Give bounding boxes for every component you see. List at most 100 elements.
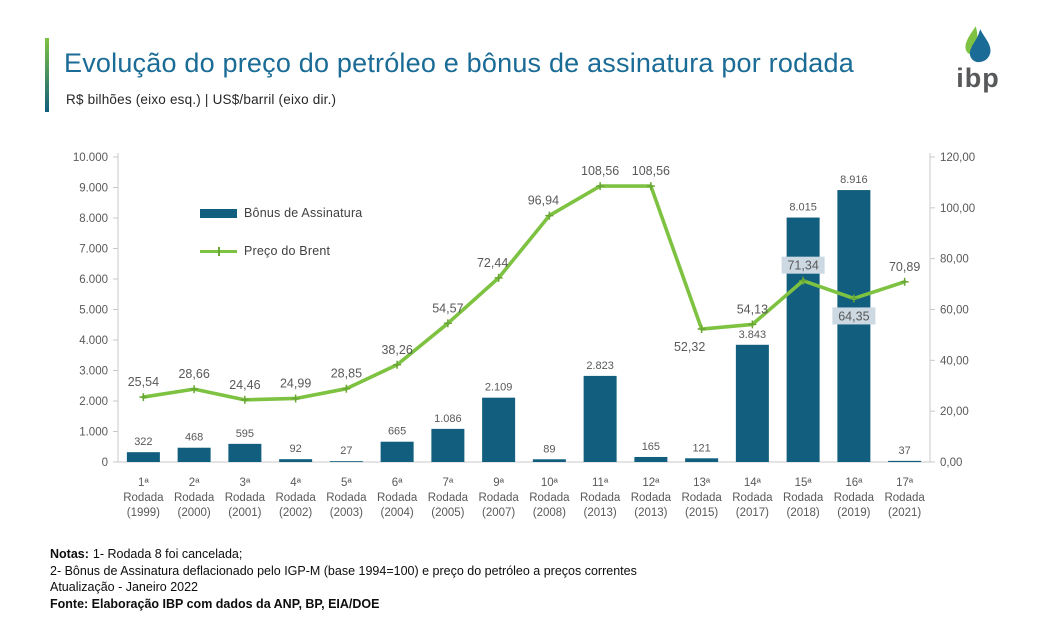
y-axis-left-label: 4.000: [79, 335, 108, 347]
x-axis-label-year: (2013): [634, 507, 667, 519]
x-axis-label-word: Rodada: [681, 492, 722, 504]
bar: [228, 443, 262, 462]
y-axis-left-label: 2.000: [79, 396, 108, 408]
y-axis-right-label: 20,00: [940, 406, 969, 418]
y-axis-right-label: 60,00: [940, 305, 969, 317]
bar: [888, 460, 922, 462]
bar-value-label: 121: [692, 442, 710, 454]
legend-item-bonus: Bônus de Assinatura: [200, 206, 362, 220]
page-title: Evolução do preço do petróleo e bônus de…: [64, 48, 854, 78]
chart-canvas: 0 1.000 2.000 3.000 4.000 5.000 6.000 7.000 8.00…: [73, 152, 975, 519]
bar: [685, 458, 719, 462]
x-axis-label-word: Rodada: [225, 492, 266, 504]
note-1-text: 1- Rodada 8 foi cancelada;: [92, 547, 243, 561]
bar-value-label: 8.916: [840, 174, 868, 186]
x-axis-label-year: (2017): [736, 507, 769, 519]
x-axis-label-year: (2013): [584, 507, 617, 519]
line-value-label: 52,32: [674, 340, 705, 354]
y-axis-left-label: 0: [102, 457, 108, 469]
bar-value-label: 1.086: [434, 413, 462, 425]
line-value-label: 38,26: [381, 343, 412, 357]
line-value-label: 28,66: [178, 367, 209, 381]
title-accent-bar: [45, 38, 49, 112]
x-axis-label-year: (2019): [837, 507, 870, 519]
bar-value-label: 2.823: [586, 360, 614, 372]
x-axis-label-round: 7ª: [443, 477, 454, 489]
bar: [329, 461, 363, 462]
bar: [177, 447, 211, 462]
bar-value-label: 89: [543, 443, 555, 455]
legend-label-bonus: Bônus de Assinatura: [244, 206, 363, 220]
x-axis-label-word: Rodada: [428, 492, 469, 504]
x-axis-label-year: (2007): [482, 507, 515, 519]
bar-value-label: 468: [185, 432, 203, 444]
line-value-label: 72,44: [477, 256, 508, 270]
note-source: Fonte: Elaboração IBP com dados da ANP, …: [50, 596, 380, 611]
line-value-label: 54,13: [737, 302, 768, 316]
line-value-label: 70,89: [889, 260, 920, 274]
y-axis-left-label: 8.000: [79, 213, 108, 225]
x-axis-label-word: Rodada: [580, 492, 621, 504]
x-axis-label-word: Rodada: [834, 492, 875, 504]
x-axis-label-round: 5ª: [341, 477, 352, 489]
x-axis-label-year: (1999): [127, 507, 160, 519]
bar-value-label: 3.843: [739, 329, 767, 341]
x-axis-label-round: 17ª: [896, 477, 914, 489]
bar-value-label: 665: [388, 426, 406, 438]
line-label-bg: [781, 256, 825, 274]
line-label-bg: [832, 307, 876, 325]
y-axis-left-label: 5.000: [79, 305, 108, 317]
notes-block: Notas: 1- Rodada 8 foi cancelada; 2- Bônu…: [50, 546, 637, 612]
x-axis-label-year: (2002): [279, 507, 312, 519]
bar-value-label: 2.109: [485, 382, 513, 394]
x-axis-label-round: 14ª: [744, 477, 762, 489]
x-axis-label-round: 15ª: [795, 477, 813, 489]
x-axis-label-year: (2021): [888, 507, 921, 519]
y-axis-right-label: 40,00: [940, 355, 969, 367]
line-value-label: 108,56: [581, 164, 619, 178]
y-axis-right-label: 80,00: [940, 254, 969, 266]
legend-item-brent: Preço do Brent: [200, 244, 362, 258]
bar: [583, 375, 617, 462]
bar-value-label: 165: [642, 441, 660, 453]
x-axis-label-word: Rodada: [123, 492, 164, 504]
line-value-label: 96,94: [528, 194, 559, 208]
x-axis-label-word: Rodada: [884, 492, 925, 504]
x-axis-label-round: 3ª: [240, 477, 251, 489]
line-value-label: 25,54: [128, 375, 159, 389]
x-axis-label-round: 9ª: [493, 477, 504, 489]
x-axis-label-word: Rodada: [732, 492, 773, 504]
bar: [634, 456, 668, 462]
x-axis-label-word: Rodada: [529, 492, 570, 504]
bar-value-label: 322: [134, 436, 152, 448]
y-axis-left-label: 7.000: [79, 244, 108, 256]
notes-label: Notas:: [50, 547, 89, 561]
line-swatch-icon: [200, 249, 237, 253]
bar: [380, 441, 414, 462]
x-axis-label-round: 10ª: [541, 477, 559, 489]
x-axis-label-round: 16ª: [845, 477, 863, 489]
line-value-label: 71,34: [787, 259, 818, 273]
x-axis-label-word: Rodada: [174, 492, 215, 504]
bar: [279, 459, 313, 462]
note-3: Atualização - Janeiro 2022: [50, 580, 199, 594]
line-value-label: 24,46: [229, 378, 260, 392]
x-axis-label-word: Rodada: [783, 492, 824, 504]
y-axis-right-label: 0,00: [940, 457, 962, 469]
x-axis-label-round: 2ª: [189, 477, 200, 489]
chart-legend: Bônus de Assinatura Preço do Brent: [200, 206, 362, 282]
legend-label-brent: Preço do Brent: [244, 244, 331, 258]
ibp-drop-icon: [965, 26, 991, 63]
x-axis-label-round: 13ª: [693, 477, 711, 489]
axis-units-subtitle: R$ bilhões (eixo esq.) | US$/barril (eix…: [66, 92, 337, 107]
bar: [837, 190, 871, 462]
bar-value-label: 8.015: [789, 202, 817, 214]
x-axis-label-word: Rodada: [377, 492, 418, 504]
bar: [735, 344, 769, 462]
bar-value-label: 595: [236, 428, 254, 440]
bar-swatch-icon: [200, 208, 237, 218]
line-value-label: 54,57: [432, 301, 463, 315]
bar-value-label: 27: [340, 445, 352, 457]
y-axis-right-label: 100,00: [940, 203, 975, 215]
